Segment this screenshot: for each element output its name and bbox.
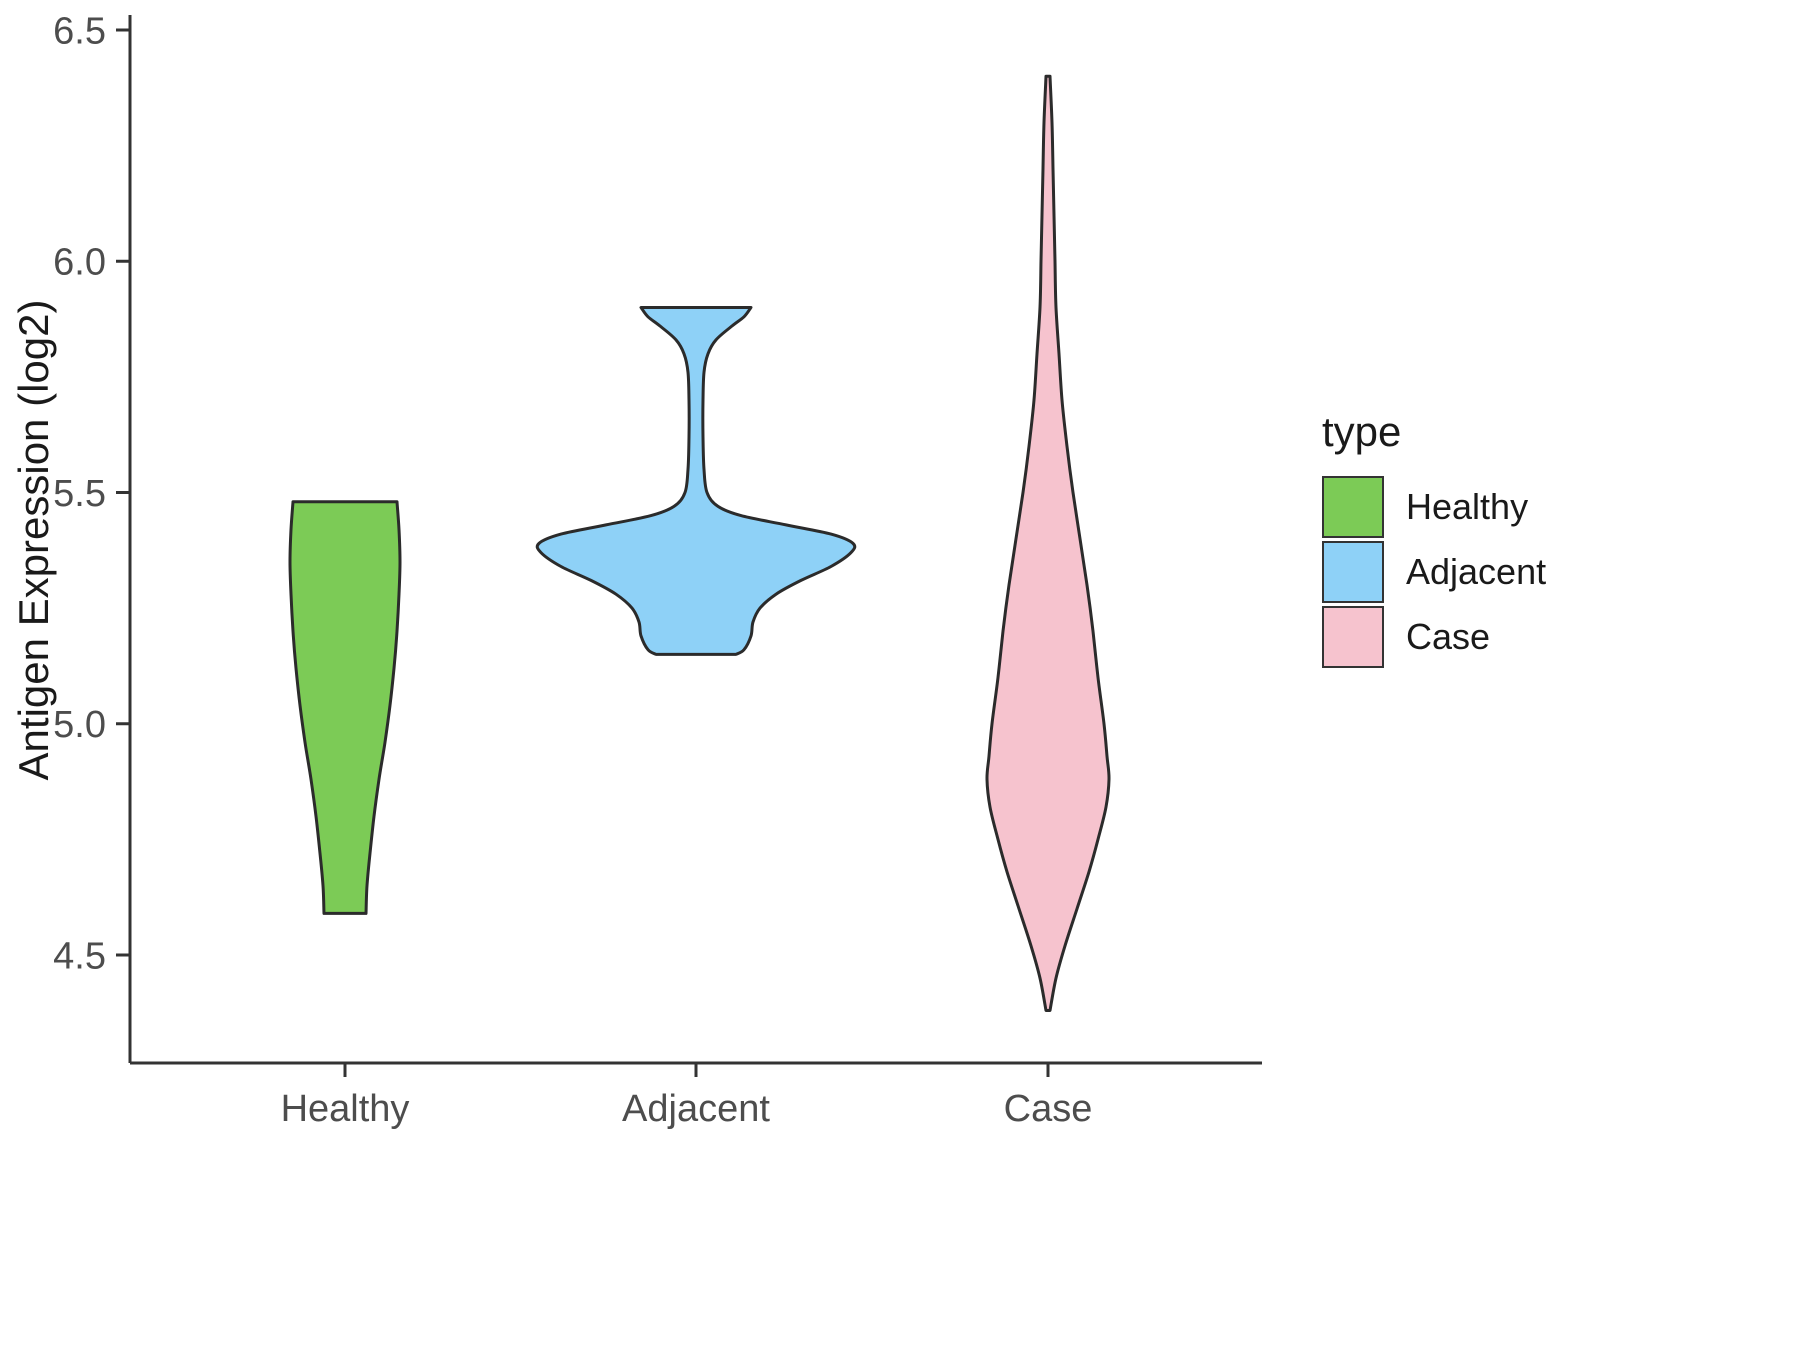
legend: type Healthy Adjacent Case [1322,408,1652,671]
legend-swatch-healthy [1322,476,1384,538]
legend-title: type [1322,408,1402,455]
legend-items: Healthy Adjacent Case [1322,476,1652,668]
y-tick-label: 5.0 [53,704,106,746]
x-tick-label-adjacent: Adjacent [622,1088,770,1130]
legend-label: Adjacent [1406,551,1547,592]
violin-case [985,74,1111,1012]
x-tick-label-case: Case [1004,1088,1093,1130]
legend-row-healthy: Healthy [1322,476,1652,538]
legend-label: Case [1406,616,1491,657]
violin-adjacent [535,306,857,656]
legend-row-case: Case [1322,606,1652,668]
legend-label: Healthy [1406,486,1529,527]
violin-group [288,74,1111,1012]
y-tick-label: 5.5 [53,473,106,515]
y-axis-title: Antigen Expression (log2) [10,300,57,781]
y-tick-label: 6.0 [53,242,106,284]
violin-healthy [288,500,402,915]
legend-swatch-case [1322,606,1384,668]
y-axis-ticks: 6.5 6.0 5.5 5.0 4.5 [53,10,130,977]
y-tick-label: 6.5 [53,10,106,52]
legend-row-adjacent: Adjacent [1322,541,1652,603]
y-tick-label: 4.5 [53,935,106,977]
x-axis-ticks: Healthy Adjacent Case [281,1063,1093,1130]
x-tick-label-healthy: Healthy [281,1088,410,1130]
legend-swatch-adjacent [1322,541,1384,603]
